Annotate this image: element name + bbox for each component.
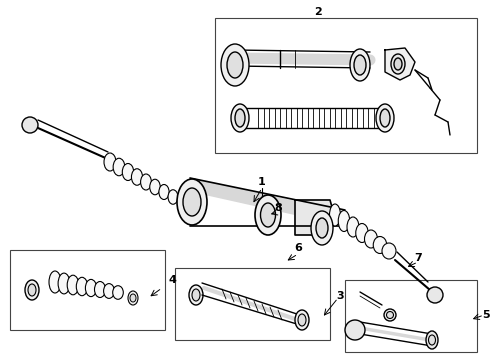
Ellipse shape bbox=[141, 174, 151, 190]
Ellipse shape bbox=[350, 49, 370, 81]
Ellipse shape bbox=[76, 277, 88, 296]
Circle shape bbox=[22, 117, 38, 133]
Ellipse shape bbox=[104, 153, 116, 171]
Ellipse shape bbox=[235, 109, 245, 127]
Ellipse shape bbox=[95, 282, 105, 297]
Ellipse shape bbox=[384, 309, 396, 321]
Ellipse shape bbox=[295, 310, 309, 330]
Ellipse shape bbox=[356, 224, 368, 243]
Ellipse shape bbox=[376, 104, 394, 132]
Bar bbox=[10, 250, 165, 330]
Text: 1: 1 bbox=[258, 177, 266, 187]
Ellipse shape bbox=[426, 331, 438, 349]
Ellipse shape bbox=[221, 44, 249, 86]
Ellipse shape bbox=[380, 109, 390, 127]
Ellipse shape bbox=[347, 217, 359, 237]
Text: 7: 7 bbox=[414, 253, 422, 263]
Ellipse shape bbox=[354, 55, 366, 75]
Ellipse shape bbox=[103, 284, 114, 298]
Ellipse shape bbox=[329, 204, 341, 226]
Ellipse shape bbox=[387, 311, 393, 319]
Ellipse shape bbox=[373, 237, 387, 253]
Ellipse shape bbox=[130, 294, 136, 302]
Ellipse shape bbox=[311, 211, 333, 245]
Ellipse shape bbox=[227, 52, 243, 78]
Text: 3: 3 bbox=[336, 291, 344, 301]
Ellipse shape bbox=[394, 58, 402, 70]
Ellipse shape bbox=[298, 314, 306, 326]
Ellipse shape bbox=[113, 158, 125, 176]
Bar bbox=[345, 280, 477, 352]
Circle shape bbox=[427, 287, 443, 303]
Text: 6: 6 bbox=[294, 243, 302, 253]
Ellipse shape bbox=[49, 271, 61, 293]
Ellipse shape bbox=[391, 54, 405, 74]
Text: 2: 2 bbox=[314, 7, 322, 17]
Polygon shape bbox=[385, 48, 415, 80]
Bar bbox=[175, 268, 330, 340]
Ellipse shape bbox=[128, 291, 138, 305]
Ellipse shape bbox=[365, 230, 377, 248]
Ellipse shape bbox=[177, 179, 207, 225]
Ellipse shape bbox=[183, 188, 201, 216]
Text: 5: 5 bbox=[482, 310, 490, 320]
Ellipse shape bbox=[231, 104, 249, 132]
Ellipse shape bbox=[122, 163, 134, 180]
Ellipse shape bbox=[261, 203, 275, 227]
Ellipse shape bbox=[338, 211, 350, 231]
Text: 8: 8 bbox=[274, 203, 282, 213]
Circle shape bbox=[345, 320, 365, 340]
Ellipse shape bbox=[159, 185, 169, 199]
Ellipse shape bbox=[58, 273, 70, 294]
Ellipse shape bbox=[150, 179, 160, 195]
Ellipse shape bbox=[67, 275, 79, 295]
Ellipse shape bbox=[428, 335, 436, 345]
Ellipse shape bbox=[382, 243, 396, 259]
Polygon shape bbox=[295, 200, 335, 235]
Text: 4: 4 bbox=[168, 275, 176, 285]
Ellipse shape bbox=[131, 169, 143, 185]
Ellipse shape bbox=[25, 280, 39, 300]
Bar bbox=[215, 18, 477, 153]
Ellipse shape bbox=[85, 279, 97, 297]
Ellipse shape bbox=[189, 285, 203, 305]
Ellipse shape bbox=[192, 289, 200, 301]
Ellipse shape bbox=[28, 284, 36, 296]
Ellipse shape bbox=[113, 286, 123, 299]
Ellipse shape bbox=[255, 195, 281, 235]
Ellipse shape bbox=[316, 218, 328, 238]
Ellipse shape bbox=[168, 190, 178, 204]
